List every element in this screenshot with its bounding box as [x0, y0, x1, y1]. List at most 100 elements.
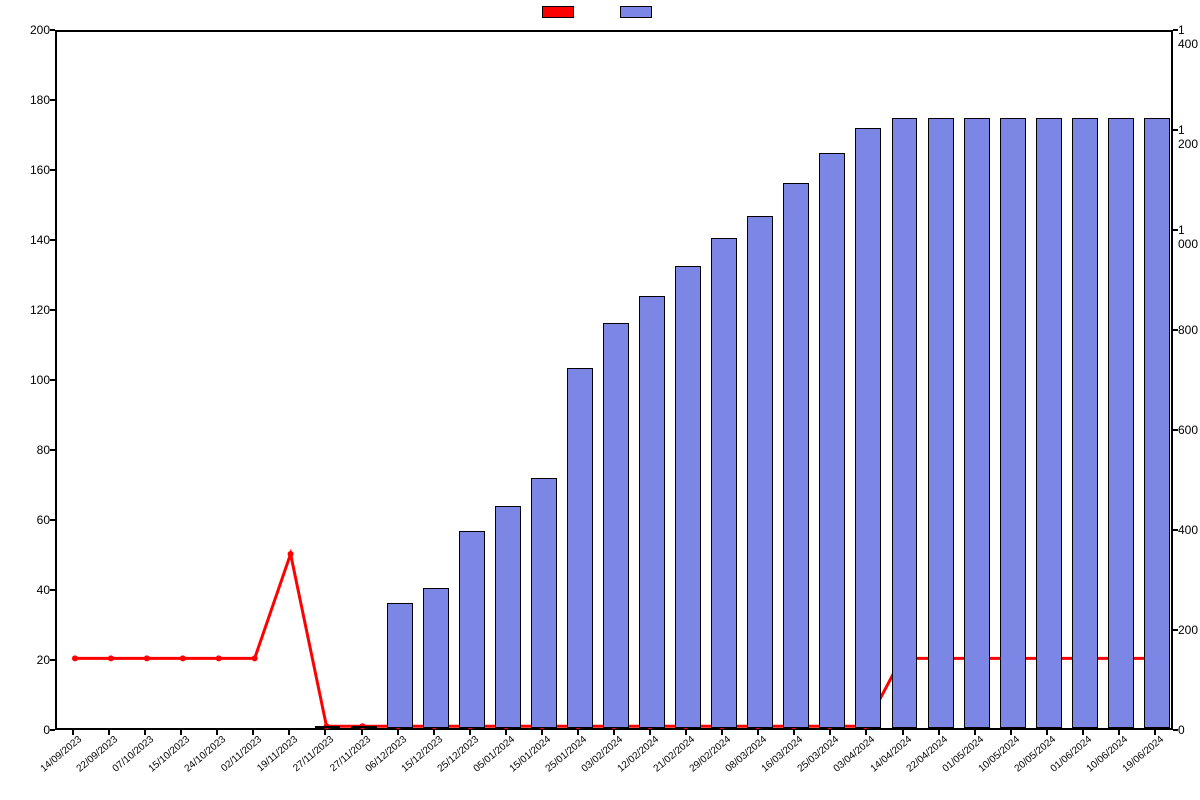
x-tick-mark — [649, 730, 651, 735]
x-tick-mark — [577, 730, 579, 735]
bar — [711, 238, 737, 728]
y-right-tick-label: 1 000 — [1178, 223, 1200, 251]
bar — [1144, 118, 1170, 728]
y-right-tick-label: 1 400 — [1178, 23, 1200, 51]
x-tick-mark — [1082, 730, 1084, 735]
bar — [1072, 118, 1098, 728]
y-right-tick-mark — [1173, 129, 1178, 131]
bar — [1036, 118, 1062, 728]
legend-swatch-bar — [620, 6, 652, 18]
x-tick-mark — [1118, 730, 1120, 735]
x-tick-mark — [1046, 730, 1048, 735]
y-right-tick-label: 0 — [1178, 723, 1185, 737]
bar — [1000, 118, 1026, 728]
legend-item-bar — [620, 6, 658, 18]
y-left-tick-label: 160 — [30, 163, 50, 177]
x-tick-mark — [324, 730, 326, 735]
x-tick-mark — [938, 730, 940, 735]
bar — [675, 266, 701, 729]
y-right-tick-label: 600 — [1178, 423, 1198, 437]
y-right-tick-mark — [1173, 629, 1178, 631]
bar — [459, 531, 485, 729]
y-right-tick-mark — [1173, 729, 1178, 731]
y-right-tick-mark — [1173, 229, 1178, 231]
x-tick-mark — [216, 730, 218, 735]
chart-legend — [0, 6, 1200, 18]
x-tick-mark — [541, 730, 543, 735]
x-tick-mark — [108, 730, 110, 735]
bar — [819, 153, 845, 728]
bar — [351, 726, 377, 729]
x-tick-mark — [397, 730, 399, 735]
bar — [747, 216, 773, 729]
x-tick-mark — [252, 730, 254, 735]
x-tick-mark — [469, 730, 471, 735]
y-left-tick-mark — [50, 659, 55, 661]
x-tick-mark — [721, 730, 723, 735]
chart-plot-area — [55, 30, 1173, 730]
bar — [783, 183, 809, 728]
bar — [892, 118, 918, 728]
y-left-tick-label: 0 — [43, 723, 50, 737]
y-right-tick-mark — [1173, 429, 1178, 431]
bar — [315, 726, 341, 729]
bar — [855, 128, 881, 728]
x-tick-mark — [685, 730, 687, 735]
legend-swatch-line — [542, 6, 574, 18]
y-left-tick-mark — [50, 729, 55, 731]
bar — [1108, 118, 1134, 728]
y-left-tick-mark — [50, 169, 55, 171]
y-left-tick-mark — [50, 449, 55, 451]
y-left-tick-label: 60 — [37, 513, 50, 527]
line-marker — [72, 655, 78, 661]
y-left-tick-label: 100 — [30, 373, 50, 387]
bar — [603, 323, 629, 728]
x-tick-mark — [505, 730, 507, 735]
x-tick-mark — [793, 730, 795, 735]
y-left-tick-mark — [50, 29, 55, 31]
x-tick-mark — [72, 730, 74, 735]
x-tick-mark — [757, 730, 759, 735]
y-left-tick-label: 120 — [30, 303, 50, 317]
x-tick-mark — [433, 730, 435, 735]
y-right-tick-mark — [1173, 29, 1178, 31]
bar — [928, 118, 954, 728]
x-tick-mark — [288, 730, 290, 735]
y-right-tick-mark — [1173, 529, 1178, 531]
bar — [423, 588, 449, 728]
bar — [387, 603, 413, 728]
y-right-tick-label: 200 — [1178, 623, 1198, 637]
y-right-tick-label: 1 200 — [1178, 123, 1200, 151]
x-tick-mark — [144, 730, 146, 735]
line-marker — [216, 655, 222, 661]
y-left-tick-label: 180 — [30, 93, 50, 107]
line-marker — [108, 655, 114, 661]
x-tick-mark — [974, 730, 976, 735]
y-left-tick-mark — [50, 379, 55, 381]
x-tick-mark — [865, 730, 867, 735]
y-right-tick-label: 400 — [1178, 523, 1198, 537]
y-left-tick-mark — [50, 519, 55, 521]
y-left-tick-label: 40 — [37, 583, 50, 597]
legend-item-line — [542, 6, 580, 18]
x-tick-mark — [1010, 730, 1012, 735]
line-marker — [288, 551, 294, 557]
y-left-tick-label: 140 — [30, 233, 50, 247]
bar — [639, 296, 665, 729]
x-tick-mark — [180, 730, 182, 735]
bar — [531, 478, 557, 728]
y-right-tick-label: 800 — [1178, 323, 1198, 337]
line-marker — [252, 655, 258, 661]
x-tick-mark — [361, 730, 363, 735]
x-tick-mark — [1154, 730, 1156, 735]
y-left-tick-label: 80 — [37, 443, 50, 457]
y-left-tick-label: 20 — [37, 653, 50, 667]
x-tick-mark — [613, 730, 615, 735]
y-right-tick-mark — [1173, 329, 1178, 331]
y-left-tick-mark — [50, 99, 55, 101]
x-tick-mark — [902, 730, 904, 735]
y-left-tick-mark — [50, 239, 55, 241]
x-tick-mark — [829, 730, 831, 735]
line-marker — [180, 655, 186, 661]
line-marker — [144, 655, 150, 661]
